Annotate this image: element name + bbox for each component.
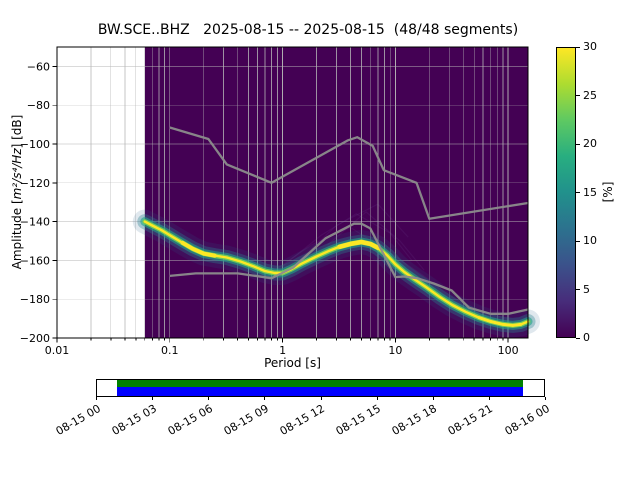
timeline-tick — [264, 397, 266, 400]
timeline-tick — [152, 397, 154, 400]
timeline-tick — [432, 397, 434, 400]
timeline-tick — [96, 397, 97, 400]
colorbar-tick-label: 15 — [583, 185, 597, 199]
x-axis-label: Period [s] — [264, 356, 321, 370]
y-tick-label: −180 — [20, 293, 50, 306]
psd-outlier-trace — [277, 226, 430, 281]
colorbar-tick — [576, 192, 580, 193]
colorbar-tick — [576, 46, 580, 48]
colorbar-tick — [576, 240, 580, 242]
psd-band-hotspot — [180, 240, 217, 258]
y-tick-label: −200 — [20, 332, 50, 345]
colorbar-tick-label: 0 — [583, 331, 590, 344]
timeline-tick — [488, 397, 490, 400]
colorbar-tick-label: 30 — [583, 40, 597, 53]
colorbar-gradient — [556, 47, 576, 338]
ylabel-prefix: Amplitude [ — [10, 199, 24, 270]
x-tick-label: 100 — [498, 344, 519, 357]
colorbar-tick-label: 5 — [583, 282, 590, 296]
colorbar-tick — [576, 289, 580, 290]
timeline-tick — [208, 397, 210, 400]
psd-outlier-trace — [282, 213, 413, 267]
timeline-coverage-green — [117, 380, 523, 387]
chart-title: BW.SCE..BHZ 2025-08-15 -- 2025-08-15 (48… — [97, 22, 519, 38]
y-tick-label: −160 — [20, 254, 50, 267]
y-tick-label: −140 — [20, 216, 50, 229]
colorbar-tick-label: 20 — [583, 137, 597, 150]
x-tick-label: 0.01 — [45, 344, 70, 357]
noise-model-low — [169, 222, 529, 315]
axes-frame — [56, 46, 529, 339]
noise-model-high — [169, 126, 529, 220]
colorbar-tick — [576, 143, 580, 145]
colorbar-tick-label: 10 — [583, 234, 597, 247]
psd-band-hotspot — [337, 239, 381, 251]
y-tick-label: −80 — [27, 99, 50, 112]
psd-outlier-trace — [298, 203, 409, 261]
y-tick-label: −120 — [20, 177, 50, 190]
x-tick-label: 1 — [279, 344, 286, 357]
colorbar-tick-label: 25 — [583, 88, 597, 102]
colorbar-tick — [576, 337, 580, 339]
x-tick-label: 0.1 — [161, 344, 179, 357]
timeline-box — [96, 379, 545, 397]
timeline-tick — [320, 397, 322, 400]
psd-band-hotspot — [477, 316, 523, 327]
colorbar-tick — [576, 95, 580, 96]
colorbar-label: [%] — [601, 181, 615, 203]
timeline-tick — [545, 397, 546, 400]
timeline-coverage-blue — [117, 386, 523, 396]
y-tick-label: −60 — [27, 60, 50, 73]
y-axis-label: Amplitude [m²/s⁴/Hz] [dB] — [10, 115, 24, 270]
y-tick-label: −100 — [20, 138, 50, 151]
timeline-tick — [376, 397, 378, 400]
ylabel-suffix: ] [dB] — [10, 114, 24, 149]
x-tick-label: 10 — [388, 344, 402, 357]
ylabel-math: m²/s⁴/Hz — [10, 148, 24, 200]
